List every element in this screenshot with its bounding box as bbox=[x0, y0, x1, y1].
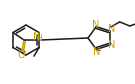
Text: O: O bbox=[17, 49, 25, 59]
Text: H: H bbox=[37, 34, 42, 43]
Text: N: N bbox=[93, 47, 100, 57]
Text: N: N bbox=[33, 33, 41, 43]
Text: N: N bbox=[107, 24, 115, 34]
Text: N: N bbox=[92, 20, 99, 30]
Text: N: N bbox=[108, 40, 115, 50]
